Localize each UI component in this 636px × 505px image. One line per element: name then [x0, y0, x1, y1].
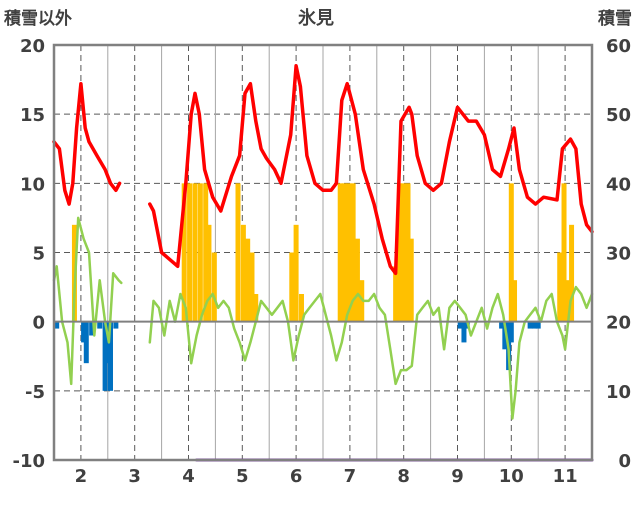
bar-orange_bars-25 — [405, 183, 411, 322]
bar-blue_bars-17 — [531, 321, 537, 329]
right-tick-label: 10 — [606, 382, 631, 403]
bar-orange_bars-13 — [289, 252, 295, 322]
bar-orange_bars-3 — [192, 183, 198, 322]
bar-blue_bars-2 — [83, 321, 89, 364]
bar-blue_bars-3 — [89, 321, 95, 336]
x-tick-label: 5 — [236, 466, 249, 487]
bar-orange_bars-26 — [408, 238, 414, 322]
bar-orange_bars-31 — [565, 280, 571, 322]
bar-blue_bars-16 — [527, 321, 533, 329]
x-tick-label: 8 — [397, 466, 410, 487]
left-tick-label: 0 — [32, 313, 45, 334]
bar-orange_bars-22 — [393, 266, 399, 322]
bar-blue_bars-13 — [502, 321, 508, 350]
bar-blue_bars-10 — [461, 321, 467, 343]
x-tick-label: 11 — [553, 466, 578, 487]
grid-layer — [54, 45, 592, 460]
bar-orange_bars-28 — [512, 280, 518, 322]
bar-blue_bars-8 — [113, 321, 119, 329]
bar-blue_bars-5 — [102, 321, 108, 391]
bar-orange_bars-6 — [206, 224, 212, 322]
right-tick-label: 30 — [606, 244, 631, 265]
bar-orange_bars-20 — [354, 238, 360, 322]
right-axis-label: 積雪 — [598, 8, 632, 29]
bar-blue_bars-0 — [54, 321, 60, 329]
series-red_line-seg-1 — [148, 64, 594, 276]
bar-orange_bars-23 — [396, 183, 402, 322]
bar-orange_bars-27 — [508, 183, 514, 322]
bar-blue_bars-15 — [508, 321, 514, 343]
bar-blue_bars-1 — [81, 321, 87, 343]
series-red_line-seg-0 — [52, 81, 122, 206]
x-tick-label: 4 — [182, 466, 195, 487]
bar-orange_bars-4 — [197, 183, 203, 322]
bar-orange_bars-9 — [240, 224, 246, 322]
series-green_line-seg-1 — [148, 285, 594, 420]
x-tick-label: 2 — [75, 466, 88, 487]
bar-layer — [54, 183, 575, 391]
x-tick-label: 10 — [499, 466, 524, 487]
right-tick-label: 20 — [606, 313, 631, 334]
bar-orange_bars-21 — [359, 280, 365, 322]
chart-title: 氷見 — [298, 7, 334, 29]
bar-orange_bars-18 — [346, 183, 352, 322]
left-axis-label: 積雪以外 — [4, 8, 72, 29]
left-tick-label: -10 — [12, 451, 45, 472]
right-tick-label: 60 — [606, 36, 631, 57]
bar-orange_bars-24 — [401, 183, 407, 322]
bar-orange_bars-12 — [253, 294, 259, 322]
bar-orange_bars-2 — [187, 183, 193, 322]
right-tick-label: 50 — [606, 105, 631, 126]
bar-blue_bars-4 — [97, 321, 103, 329]
left-tick-label: 20 — [20, 36, 45, 57]
bar-orange_bars-30 — [561, 183, 567, 322]
bar-orange_bars-29 — [557, 252, 563, 322]
bar-orange_bars-17 — [342, 183, 348, 322]
series-green_line-seg-0 — [52, 216, 123, 386]
x-tick-label: 7 — [344, 466, 357, 487]
bar-orange_bars-19 — [350, 183, 356, 322]
bar-blue_bars-12 — [499, 321, 505, 329]
bar-orange_bars-7 — [211, 252, 217, 322]
bar-blue_bars-18 — [535, 321, 541, 329]
left-tick-label: 15 — [20, 105, 45, 126]
bar-orange_bars-15 — [298, 294, 304, 322]
bar-blue_bars-7 — [107, 321, 113, 391]
bar-orange_bars-16 — [337, 183, 343, 322]
bar-blue_bars-9 — [457, 321, 463, 329]
plot-frame — [52, 43, 594, 462]
x-tick-label: 9 — [451, 466, 464, 487]
bar-orange_bars-14 — [293, 224, 299, 322]
bar-orange_bars-5 — [203, 183, 209, 322]
bar-orange_bars-1 — [181, 183, 187, 322]
tick-layer: -10 -5 0 5 10 15 20 0 10 20 30 40 50 60 2 3 4 5 6 7 8 9 10 11 — [12, 36, 631, 487]
left-tick-label: 10 — [20, 174, 45, 195]
x-tick-label: 6 — [290, 466, 303, 487]
bar-orange_bars-10 — [245, 238, 251, 322]
bar-orange_bars-11 — [249, 252, 255, 322]
left-tick-label: -5 — [25, 382, 45, 403]
bar-orange_bars-32 — [569, 224, 575, 322]
left-tick-label: 5 — [32, 244, 45, 265]
right-tick-label: 40 — [606, 174, 631, 195]
right-tick-label: 0 — [618, 451, 631, 472]
bar-orange_bars-8 — [235, 183, 241, 322]
x-tick-label: 3 — [128, 466, 141, 487]
axis-layer — [52, 43, 594, 462]
